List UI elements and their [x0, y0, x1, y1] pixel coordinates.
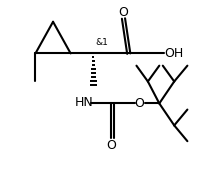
- Text: O: O: [106, 139, 116, 152]
- Text: O: O: [118, 6, 128, 19]
- Text: &1: &1: [95, 38, 108, 47]
- Text: O: O: [134, 97, 144, 110]
- Text: OH: OH: [165, 47, 184, 60]
- Text: HN: HN: [74, 96, 93, 109]
